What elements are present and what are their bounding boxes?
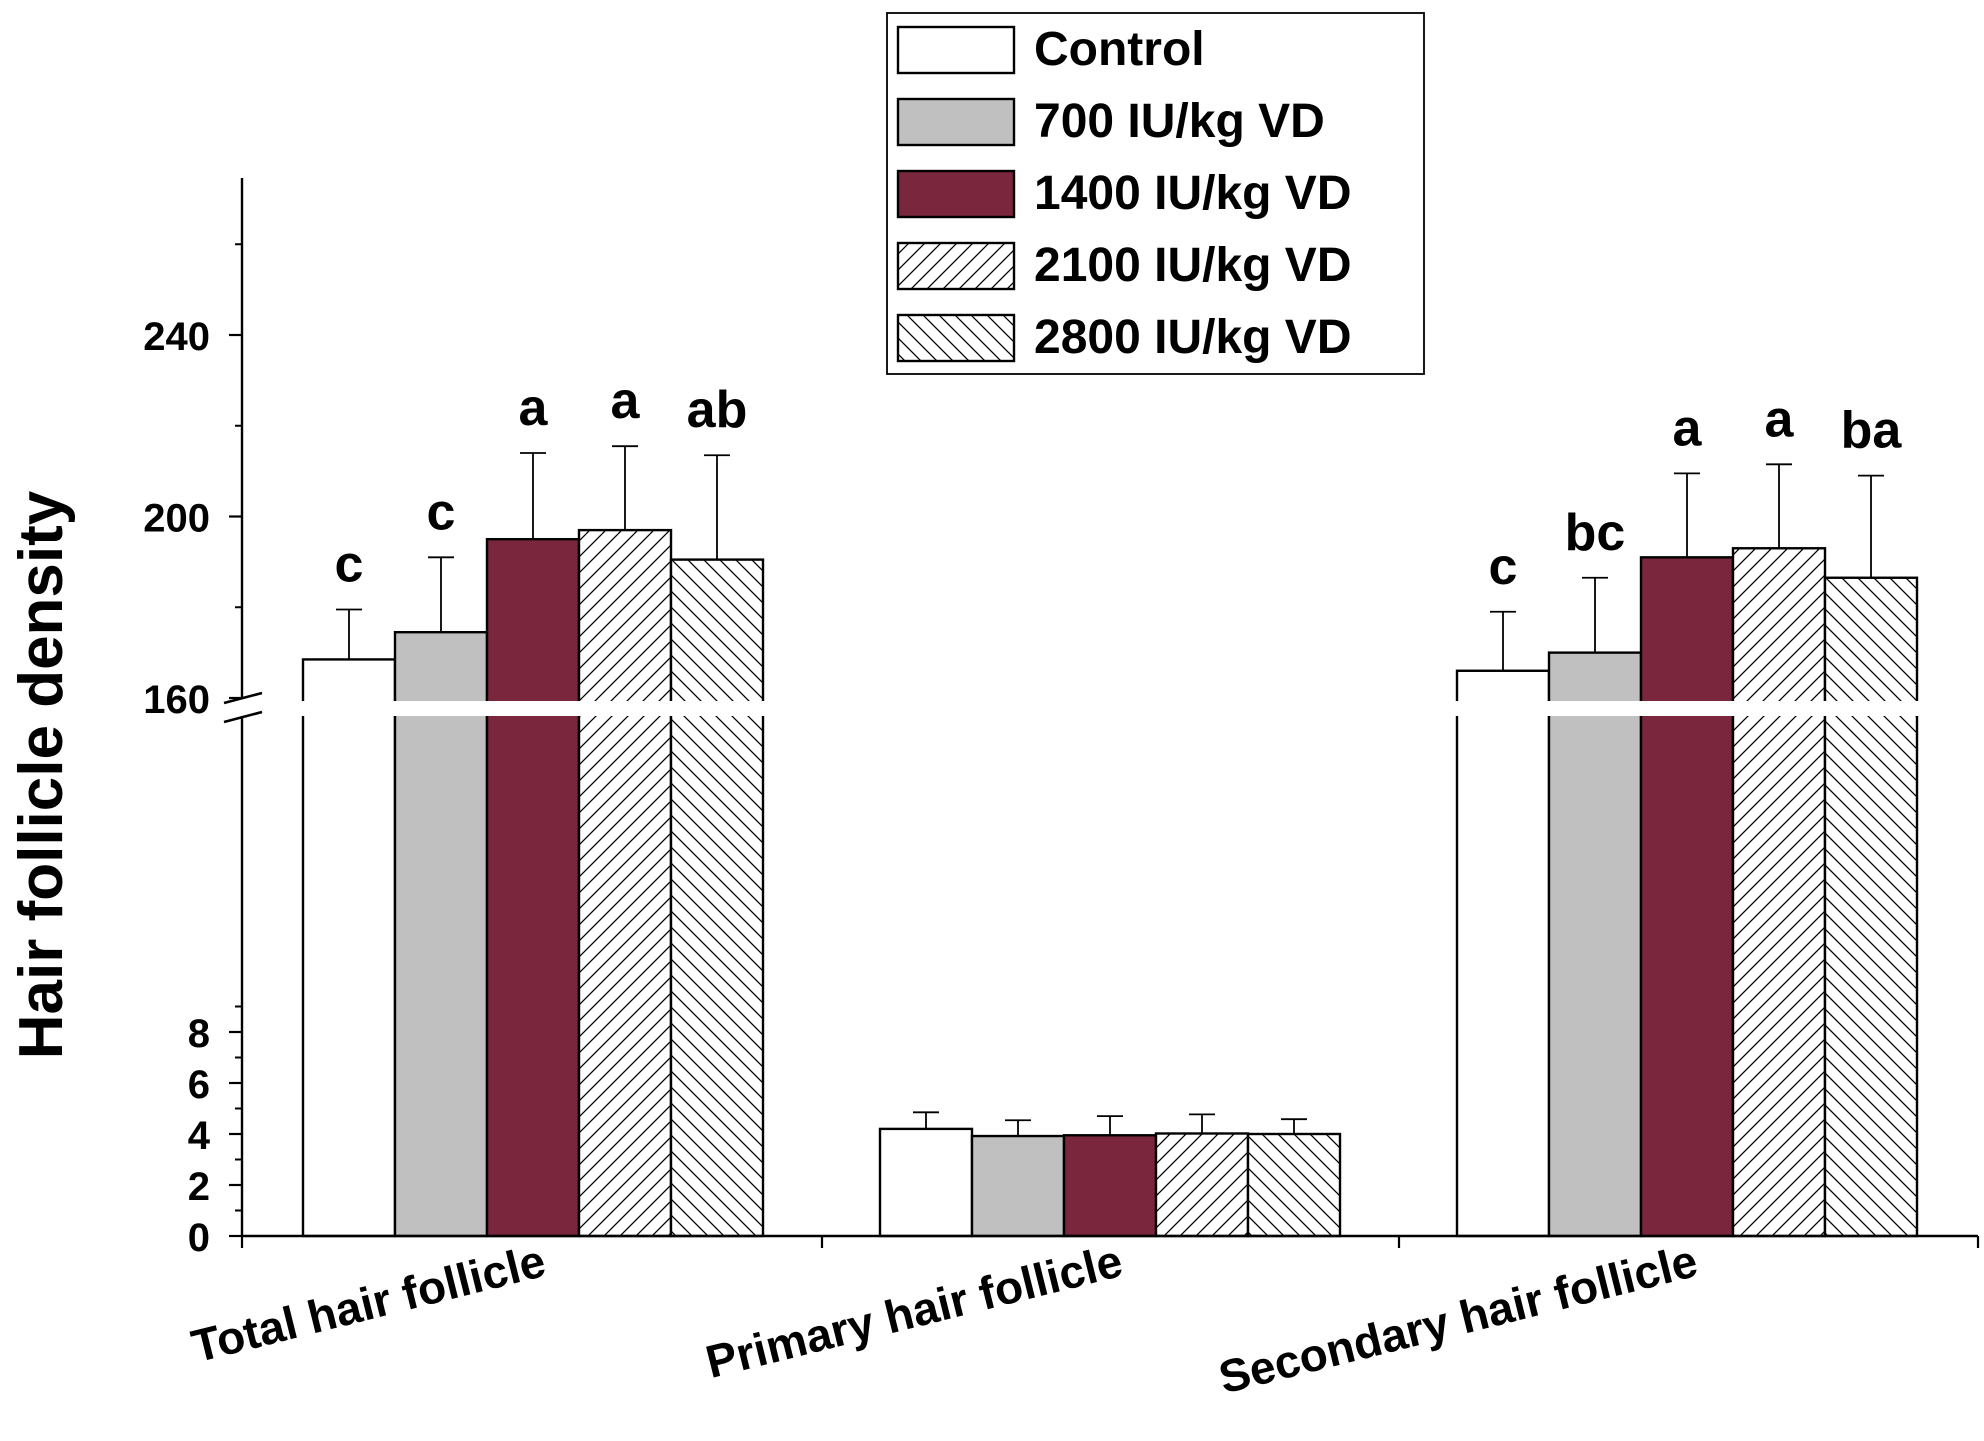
axes-layer: 0 2 4 6 8 160 200 240	[143, 178, 1980, 1260]
significance-label: c	[1489, 538, 1518, 596]
y-tick-label: 240	[143, 315, 210, 359]
bar	[878, 1127, 974, 1238]
y-tick-label: 2	[188, 1165, 210, 1209]
bars-layer	[301, 445, 1919, 1238]
y-tick-label: 4	[188, 1114, 211, 1158]
legend-label: 2800 IU/kg VD	[1034, 311, 1351, 364]
bar	[1823, 576, 1919, 1238]
significance-label: a	[519, 379, 549, 437]
significance-label: a	[1765, 390, 1795, 448]
significance-label: bc	[1565, 504, 1626, 562]
significance-label: ab	[687, 381, 748, 439]
bar	[1246, 1132, 1342, 1238]
significance-label: c	[427, 483, 456, 541]
y-tick-label: 6	[188, 1063, 210, 1107]
legend-swatch	[896, 241, 1016, 291]
legend-label: 1400 IU/kg VD	[1034, 167, 1351, 220]
legend-swatch	[896, 313, 1016, 363]
legend-swatch	[896, 97, 1016, 147]
y-tick-label: 0	[188, 1216, 210, 1260]
bar	[1154, 1132, 1250, 1238]
y-axis-title: Hair follicle density	[7, 490, 76, 1059]
significance-label: ba	[1841, 402, 1903, 460]
significance-label: a	[1673, 399, 1703, 457]
significance-label: c	[335, 536, 364, 594]
x-category-label: Total hair follicle	[187, 1234, 551, 1372]
significance-label: a	[611, 372, 641, 430]
legend-swatch	[896, 169, 1016, 219]
axis-break-gap	[239, 701, 1983, 716]
x-category-label: Secondary hair follicle	[1214, 1234, 1703, 1403]
bar	[1455, 669, 1551, 1238]
bar	[1731, 547, 1827, 1238]
y-tick-label: 200	[143, 496, 210, 540]
legend-swatch	[896, 25, 1016, 75]
legend-label: 2100 IU/kg VD	[1034, 239, 1351, 292]
bar	[669, 558, 765, 1238]
legend-label: Control	[1034, 23, 1205, 76]
bar	[485, 537, 581, 1238]
legend-label: 700 IU/kg VD	[1034, 95, 1325, 148]
bar	[393, 631, 489, 1238]
bar	[1062, 1134, 1158, 1238]
y-tick-label: 8	[188, 1012, 210, 1056]
x-category-label: Primary hair follicle	[701, 1234, 1128, 1388]
bar	[1547, 651, 1643, 1238]
bar	[970, 1134, 1066, 1238]
bar	[577, 528, 673, 1238]
legend: Control 700 IU/kg VD 1400 IU/kg VD 2100 IU/…	[886, 12, 1425, 375]
bar	[1639, 556, 1735, 1238]
y-tick-label: 160	[143, 678, 210, 722]
bar	[301, 658, 397, 1238]
